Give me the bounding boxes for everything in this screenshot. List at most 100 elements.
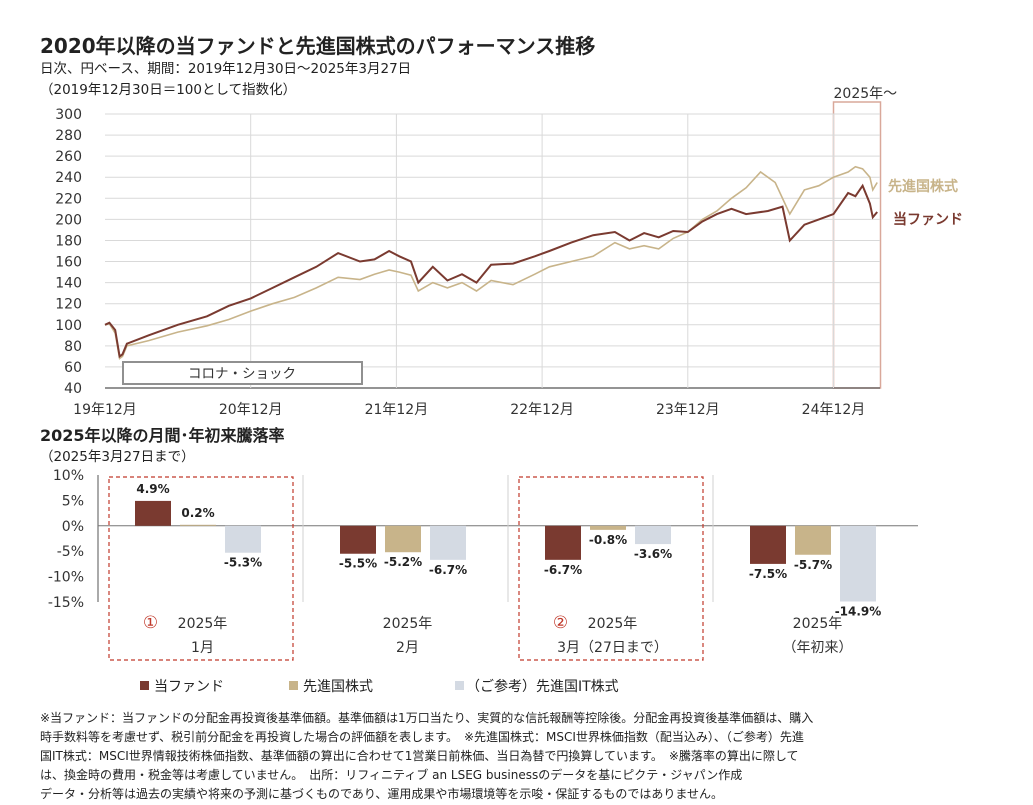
- category-label-period: （年初来）: [783, 639, 853, 656]
- y-tick-label: -15%: [48, 595, 84, 611]
- highlight-box: [518, 476, 704, 661]
- bar-chart-bars: [135, 500, 876, 602]
- data-label: -5.3%: [224, 556, 262, 570]
- y-tick-label: 10%: [53, 468, 84, 484]
- data-label: 0.2%: [181, 506, 214, 520]
- data-label: -6.7%: [429, 563, 467, 577]
- y-tick-label: 280: [55, 128, 82, 144]
- data-label: -0.8%: [589, 533, 627, 547]
- bar: [135, 500, 171, 526]
- bar: [385, 525, 421, 553]
- footnote-line-3: 国IT株式：MSCI世界情報技術株価指数、基準価額の算出に合わせて1営業日前株価…: [40, 748, 799, 763]
- bar-chart-categories: ① 2025年 1月 2025年 2月 ② 2025年 3月（27日まで） 2025年 （年初来）: [143, 613, 853, 656]
- y-tick-label: 220: [55, 191, 82, 207]
- x-tick-label: 23年12月: [656, 402, 720, 418]
- bar: [180, 524, 216, 526]
- line-chart-gridlines: [105, 113, 880, 389]
- y-tick-label: 60: [64, 360, 82, 376]
- bar: [590, 525, 626, 530]
- y-tick-label: -10%: [48, 570, 84, 586]
- y-tick-label: 40: [64, 381, 82, 397]
- data-label: -5.5%: [339, 557, 377, 571]
- y-tick-label: 140: [55, 276, 82, 292]
- covid-shock-annotation: コロナ・ショック: [122, 361, 363, 385]
- x-tick-label: 19年12月: [73, 402, 137, 418]
- legend-swatch-fund: [140, 681, 149, 690]
- y-tick-label: 260: [55, 149, 82, 165]
- line-chart-subtitle-index: （2019年12月30日＝100として指数化）: [40, 82, 296, 98]
- bar: [750, 525, 786, 564]
- bar: [545, 525, 581, 560]
- y-tick-label: 80: [64, 339, 82, 355]
- category-marker: ②: [553, 613, 568, 633]
- y-tick-label: -5%: [57, 544, 84, 560]
- bar-chart-title: 2025年以降の月間･年初来騰落率: [40, 426, 285, 445]
- line-chart-subtitle-period: 日次、円ベース、期間：2019年12月30日～2025年3月27日: [40, 61, 411, 77]
- bar: [840, 525, 876, 602]
- y-tick-label: 120: [55, 297, 82, 313]
- y-tick-label: 240: [55, 170, 82, 186]
- data-label: -14.9%: [835, 604, 882, 618]
- category-label-year: 2025年: [793, 616, 843, 632]
- highlight-2025-box: [832, 101, 882, 389]
- line-chart: 2025年～ 300 280 260 240 220 200 180 160 140 120 100…: [55, 86, 963, 418]
- y-tick-label: 100: [55, 318, 82, 334]
- bar: [430, 525, 466, 560]
- series-line-developed: [104, 165, 878, 360]
- highlight-box: [108, 476, 294, 661]
- data-label: 4.9%: [136, 482, 169, 496]
- y-tick-label: 5%: [62, 493, 84, 509]
- bar-chart-highlight-boxes: [108, 476, 704, 661]
- page-title: 2020年以降の当ファンドと先進国株式のパフォーマンス推移: [40, 34, 595, 58]
- y-tick-label: 180: [55, 233, 82, 249]
- legend-label-fund: 当ファンド: [154, 679, 224, 695]
- highlight-2025-label: 2025年～: [834, 86, 898, 102]
- series-label-fund: 当ファンド: [893, 211, 963, 228]
- legend: 当ファンド 先進国株式 （ご参考）先進国IT株式: [140, 678, 619, 695]
- category-label-period: 3月（27日まで）: [557, 640, 668, 656]
- x-tick-label: 21年12月: [365, 402, 429, 418]
- legend-label-developed: 先進国株式: [303, 679, 373, 695]
- line-chart-x-ticks: 19年12月 20年12月 21年12月 22年12月 23年12月 24年12月: [73, 402, 865, 418]
- bar-chart: 10% 5% 0% -5% -10% -15% 4.9% 0.2% -5.3% -5.5% -5.…: [48, 468, 918, 661]
- data-label: -6.7%: [544, 563, 582, 577]
- bar-chart-data-labels: 4.9% 0.2% -5.3% -5.5% -5.2% -6.7% -6.7% -0.8% -3…: [136, 482, 881, 619]
- covid-shock-box: [122, 361, 363, 385]
- legend-swatch-it: [455, 681, 464, 690]
- footnote-line-4: は、換金時の費用・税金等は考慮していません。 出所：リフィニティブ an LSE…: [40, 767, 742, 782]
- y-tick-label: 0%: [62, 519, 84, 535]
- y-tick-label: 200: [55, 212, 82, 228]
- bar: [635, 525, 671, 545]
- footnote-disclaimer: データ・分析等は過去の実績や将来の予測に基づくものであり、運用成果や市場環境等を…: [40, 786, 723, 801]
- x-tick-label: 22年12月: [510, 402, 574, 418]
- bar: [225, 525, 261, 553]
- line-chart-y-ticks: 300 280 260 240 220 200 180 160 140 120 100 80 60 40: [55, 107, 82, 397]
- category-label-period: 2月: [396, 640, 419, 656]
- series-label-developed: 先進国株式: [888, 178, 958, 195]
- category-marker: ①: [143, 613, 158, 633]
- bar: [340, 525, 376, 554]
- bar: [795, 525, 831, 555]
- series-line-fund: [104, 183, 878, 359]
- x-tick-label: 20年12月: [219, 402, 283, 418]
- y-tick-label: 160: [55, 255, 82, 271]
- category-label-year: 2025年: [588, 616, 638, 632]
- category-label-period: 1月: [191, 640, 214, 656]
- footnotes: ※当ファンド：当ファンドの分配金再投資後基準価額。基準価額は1万口当たり、実質的…: [40, 710, 813, 801]
- data-label: -5.7%: [794, 558, 832, 572]
- data-label: -5.2%: [384, 555, 422, 569]
- x-tick-label: 24年12月: [802, 402, 866, 418]
- category-label-year: 2025年: [178, 616, 228, 632]
- bar-chart-subtitle: （2025年3月27日まで）: [40, 449, 195, 465]
- bar-chart-y-ticks: 10% 5% 0% -5% -10% -15%: [48, 468, 84, 611]
- footnote-line-1: ※当ファンド：当ファンドの分配金再投資後基準価額。基準価額は1万口当たり、実質的…: [40, 710, 813, 725]
- legend-swatch-developed: [289, 681, 298, 690]
- y-tick-label: 300: [55, 107, 82, 123]
- data-label: -7.5%: [749, 567, 787, 581]
- category-label-year: 2025年: [383, 616, 433, 632]
- footnote-line-2: 時手数料等を考慮せず、税引前分配金を再投資した場合の評価額を表します。 ※先進国…: [40, 729, 804, 744]
- covid-shock-label: コロナ・ショック: [188, 366, 296, 382]
- data-label: -3.6%: [634, 547, 672, 561]
- legend-label-it: （ご参考）先進国IT株式: [466, 678, 619, 695]
